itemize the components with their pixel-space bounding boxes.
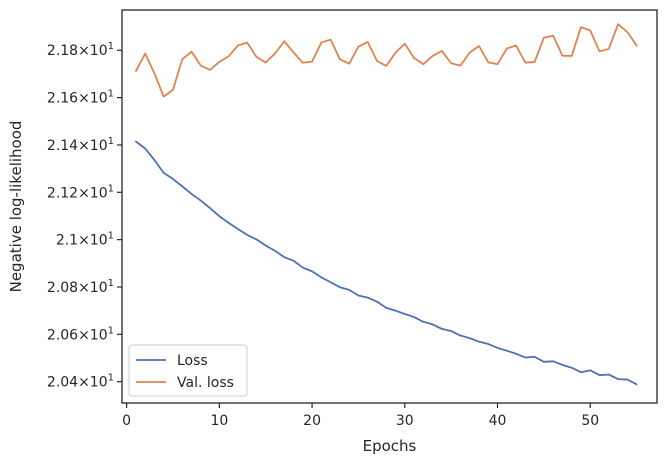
x-tick-label: 40 — [489, 413, 507, 429]
x-axis-title: Epochs — [363, 437, 417, 455]
y-tick-label: 2.04×101 — [47, 373, 114, 391]
x-tick-label: 0 — [122, 413, 131, 429]
x-tick-label: 10 — [210, 413, 228, 429]
y-tick-label: 2.14×101 — [47, 136, 114, 154]
legend-box — [128, 344, 248, 397]
legend: Loss Val. loss — [128, 344, 248, 397]
x-tick-label: 20 — [303, 413, 321, 429]
legend-label-val-loss: Val. loss — [177, 375, 234, 391]
y-tick-label: 2.12×101 — [47, 183, 114, 201]
y-tick-label: 2.1×101 — [56, 231, 114, 249]
x-axis-ticks: 0 10 20 30 40 50 — [122, 403, 599, 429]
series-line-loss — [135, 140, 638, 386]
y-tick-label: 2.18×101 — [47, 41, 114, 59]
x-tick-label: 50 — [581, 413, 599, 429]
y-tick-label: 2.16×101 — [47, 89, 114, 107]
y-tick-label: 2.06×101 — [47, 325, 114, 343]
x-tick-label: 30 — [396, 413, 414, 429]
plot-area — [121, 9, 658, 404]
y-tick-label: 2.08×101 — [47, 278, 114, 296]
y-axis-ticks: 2.04×101 2.06×101 2.08×101 2.1×101 2.12×101 2… — [47, 41, 122, 391]
legend-label-loss: Loss — [177, 353, 208, 369]
series-line-val-loss — [135, 23, 638, 98]
y-axis-title: Negative log-likelihood — [7, 121, 25, 293]
series-lines — [135, 23, 638, 386]
